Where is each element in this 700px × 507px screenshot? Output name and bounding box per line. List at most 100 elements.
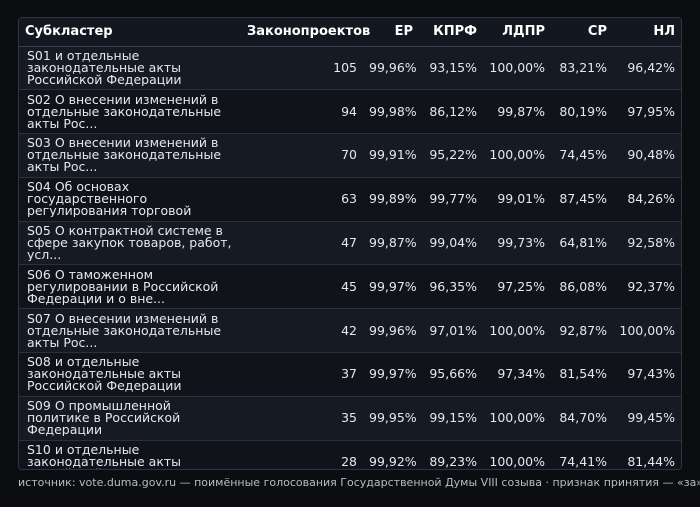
cell-er: 99,97% bbox=[363, 352, 419, 397]
cell-ldpr: 100,00% bbox=[483, 396, 551, 441]
cell-kprf: 99,77% bbox=[419, 177, 483, 222]
cell-er: 99,87% bbox=[363, 221, 419, 266]
cell-nl: 100,00% bbox=[613, 308, 681, 354]
subcluster-name-text: S03 О внесении изменений в отдельные зак… bbox=[27, 137, 222, 174]
column-header-er: ЕР bbox=[363, 18, 419, 47]
column-header-subcluster: Субкластер bbox=[19, 18, 241, 47]
cell-nl: 90,48% bbox=[613, 133, 681, 178]
cell-er: 99,89% bbox=[363, 177, 419, 222]
subcluster-name-text: S02 О внесении изменений в отдельные зак… bbox=[27, 93, 222, 130]
cell-sr: 74,45% bbox=[551, 133, 613, 178]
cell-kprf: 95,22% bbox=[419, 133, 483, 178]
cell-sr: 86,08% bbox=[551, 264, 613, 310]
cell-er: 99,96% bbox=[363, 46, 419, 91]
cell-bills: 63 bbox=[241, 177, 363, 222]
cell-sr: 84,70% bbox=[551, 396, 613, 441]
subcluster-name-text: S07 О внесении изменений в отдельные зак… bbox=[27, 312, 222, 349]
cell-bills: 42 bbox=[241, 308, 363, 354]
cell-sr: 87,45% bbox=[551, 177, 613, 222]
cell-subcluster-name: S07 О внесении изменений в отдельные зак… bbox=[19, 308, 241, 354]
cell-subcluster-name: S03 О внесении изменений в отдельные зак… bbox=[19, 133, 241, 178]
cell-ldpr: 99,87% bbox=[483, 89, 551, 135]
cell-ldpr: 100,00% bbox=[483, 308, 551, 354]
table-row: S09 О промышленной политике в Российской… bbox=[19, 396, 681, 441]
table-row: S04 Об основах государственного регулиро… bbox=[19, 177, 681, 222]
cell-subcluster-name: S04 Об основах государственного регулиро… bbox=[19, 177, 241, 222]
cell-kprf: 97,01% bbox=[419, 308, 483, 354]
table-row: S01 и отдельные законодательные акты Рос… bbox=[19, 46, 681, 91]
cell-er: 99,95% bbox=[363, 396, 419, 441]
cell-er: 99,96% bbox=[363, 308, 419, 354]
cell-er: 99,97% bbox=[363, 264, 419, 310]
cell-kprf: 86,12% bbox=[419, 89, 483, 135]
data-table-frame: Субкластер Законопроектов ЕР КПРФ ЛДПР СР НЛ S… bbox=[18, 17, 682, 470]
cell-nl: 92,58% bbox=[613, 221, 681, 266]
cell-sr: 80,19% bbox=[551, 89, 613, 135]
cell-sr: 74,41% bbox=[551, 440, 613, 469]
cell-ldpr: 97,25% bbox=[483, 264, 551, 310]
cell-subcluster-name: S10 и отдельные законодательные акты Рос… bbox=[19, 440, 241, 470]
cell-ldpr: 97,34% bbox=[483, 352, 551, 397]
column-header-kprf: КПРФ bbox=[419, 18, 483, 47]
cell-sr: 83,21% bbox=[551, 46, 613, 91]
table-row: S06 О таможенном регулировании в Российс… bbox=[19, 264, 681, 310]
table-header-row: Субкластер Законопроектов ЕР КПРФ ЛДПР СР НЛ bbox=[19, 18, 681, 47]
cell-er: 99,92% bbox=[363, 440, 419, 469]
column-header-bills: Законопроектов bbox=[241, 18, 370, 47]
cell-kprf: 89,23% bbox=[419, 440, 483, 469]
cell-bills: 105 bbox=[241, 46, 363, 91]
cell-bills: 45 bbox=[241, 264, 363, 310]
cell-bills: 47 bbox=[241, 221, 363, 266]
cell-bills: 70 bbox=[241, 133, 363, 178]
cell-subcluster-name: S08 и отдельные законодательные акты Рос… bbox=[19, 352, 241, 397]
subcluster-name-text: S06 О таможенном регулировании в Российс… bbox=[27, 268, 219, 305]
cell-kprf: 96,35% bbox=[419, 264, 483, 310]
cell-subcluster-name: S06 О таможенном регулировании в Российс… bbox=[19, 264, 241, 310]
cell-nl: 99,45% bbox=[613, 396, 681, 441]
cell-er: 99,98% bbox=[363, 89, 419, 135]
cell-kprf: 99,04% bbox=[419, 221, 483, 266]
cell-bills: 35 bbox=[241, 396, 363, 441]
table-row: S08 и отдельные законодательные акты Рос… bbox=[19, 352, 681, 397]
cell-kprf: 95,66% bbox=[419, 352, 483, 397]
subcluster-name-text: S09 О промышленной политике в Российской… bbox=[27, 400, 181, 437]
cell-ldpr: 99,73% bbox=[483, 221, 551, 266]
cell-nl: 97,95% bbox=[613, 89, 681, 135]
subcluster-name-text: S04 Об основах государственного регулиро… bbox=[27, 181, 192, 218]
cell-kprf: 99,15% bbox=[419, 396, 483, 441]
cell-er: 99,91% bbox=[363, 133, 419, 178]
cell-subcluster-name: S01 и отдельные законодательные акты Рос… bbox=[19, 46, 241, 91]
cell-subcluster-name: S05 О контрактной системе в сфере закупо… bbox=[19, 221, 241, 266]
subcluster-table: Субкластер Законопроектов ЕР КПРФ ЛДПР СР НЛ S… bbox=[19, 18, 681, 470]
table-row: S07 О внесении изменений в отдельные зак… bbox=[19, 308, 681, 354]
table-row: S05 О контрактной системе в сфере закупо… bbox=[19, 221, 681, 266]
cell-nl: 92,37% bbox=[613, 264, 681, 310]
cell-sr: 64,81% bbox=[551, 221, 613, 266]
cell-subcluster-name: S02 О внесении изменений в отдельные зак… bbox=[19, 89, 241, 135]
table-row: S03 О внесении изменений в отдельные зак… bbox=[19, 133, 681, 178]
cell-ldpr: 99,01% bbox=[483, 177, 551, 222]
cell-nl: 81,44% bbox=[613, 440, 681, 469]
cell-ldpr: 100,00% bbox=[483, 46, 551, 91]
cell-ldpr: 100,00% bbox=[483, 133, 551, 178]
subcluster-name-text: S01 и отдельные законодательные акты Рос… bbox=[27, 49, 182, 86]
table-row: S02 О внесении изменений в отдельные зак… bbox=[19, 89, 681, 135]
subcluster-name-text: S05 О контрактной системе в сфере закупо… bbox=[27, 225, 232, 262]
column-header-sr: СР bbox=[551, 18, 613, 47]
cell-sr: 81,54% bbox=[551, 352, 613, 397]
subcluster-name-text: S10 и отдельные законодательные акты Рос… bbox=[27, 444, 182, 470]
cell-kprf: 93,15% bbox=[419, 46, 483, 91]
cell-nl: 96,42% bbox=[613, 46, 681, 91]
column-header-nl: НЛ bbox=[613, 18, 681, 47]
cell-bills: 94 bbox=[241, 89, 363, 135]
cell-nl: 84,26% bbox=[613, 177, 681, 222]
table-body: S01 и отдельные законодательные акты Рос… bbox=[19, 46, 681, 470]
cell-ldpr: 100,00% bbox=[483, 440, 551, 469]
subcluster-name-text: S08 и отдельные законодательные акты Рос… bbox=[27, 356, 182, 393]
table-row: S10 и отдельные законодательные акты Рос… bbox=[19, 440, 681, 470]
cell-bills: 28 bbox=[241, 440, 363, 469]
cell-subcluster-name: S09 О промышленной политике в Российской… bbox=[19, 396, 241, 441]
cell-nl: 97,43% bbox=[613, 352, 681, 397]
cell-sr: 92,87% bbox=[551, 308, 613, 354]
column-header-ldpr: ЛДПР bbox=[483, 18, 551, 47]
